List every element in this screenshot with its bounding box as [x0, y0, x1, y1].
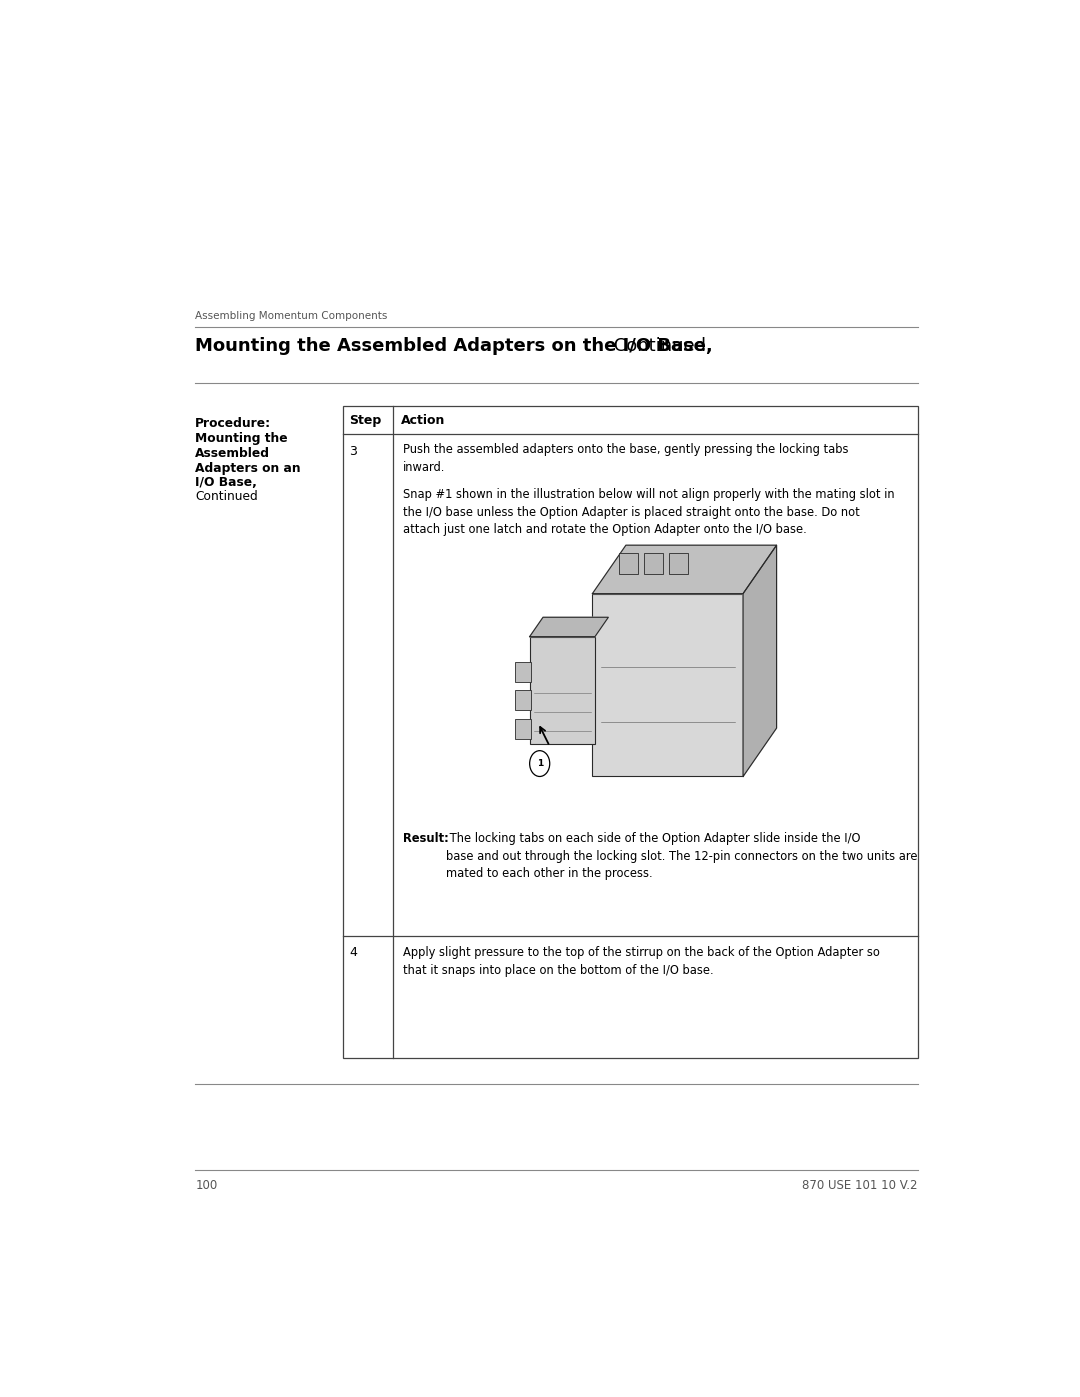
Text: 870 USE 101 10 V.2: 870 USE 101 10 V.2 [802, 1179, 918, 1192]
Text: Step: Step [349, 414, 381, 427]
Text: Assembled: Assembled [195, 447, 270, 461]
Bar [529, 637, 595, 745]
Text: Result:: Result: [403, 833, 448, 845]
Text: Mounting the: Mounting the [195, 432, 288, 446]
Text: The locking tabs on each side of the Option Adapter slide inside the I/O
base an: The locking tabs on each side of the Opt… [446, 833, 918, 880]
Text: Assembling Momentum Components: Assembling Momentum Components [195, 312, 388, 321]
Bar [593, 594, 743, 777]
Polygon shape [593, 545, 777, 594]
Text: 100: 100 [195, 1179, 217, 1192]
Bar [514, 719, 531, 739]
Bar [645, 553, 663, 574]
Text: Procedure:: Procedure: [195, 418, 271, 430]
Polygon shape [529, 617, 608, 637]
Text: I/O Base,: I/O Base, [195, 476, 257, 489]
Text: Apply slight pressure to the top of the stirrup on the back of the Option Adapte: Apply slight pressure to the top of the … [403, 946, 880, 977]
Text: Adapters on an: Adapters on an [195, 462, 301, 475]
Bar [514, 662, 531, 682]
Text: Mounting the Assembled Adapters on the I/O Base,: Mounting the Assembled Adapters on the I… [195, 337, 713, 355]
Circle shape [529, 750, 550, 777]
Bar [670, 553, 688, 574]
Text: 1: 1 [537, 759, 543, 768]
Text: Continued: Continued [195, 490, 258, 503]
Bar [619, 553, 637, 574]
Text: 3: 3 [349, 446, 357, 458]
Text: 4: 4 [349, 946, 357, 960]
Bar [514, 690, 531, 710]
Bar [342, 407, 918, 1059]
Text: Action: Action [401, 414, 446, 427]
Text: Push the assembled adapters onto the base, gently pressing the locking tabs
inwa: Push the assembled adapters onto the bas… [403, 443, 849, 474]
Polygon shape [743, 545, 777, 777]
Text: Continued: Continued [608, 337, 706, 355]
Text: Snap #1 shown in the illustration below will not align properly with the mating : Snap #1 shown in the illustration below … [403, 488, 894, 536]
